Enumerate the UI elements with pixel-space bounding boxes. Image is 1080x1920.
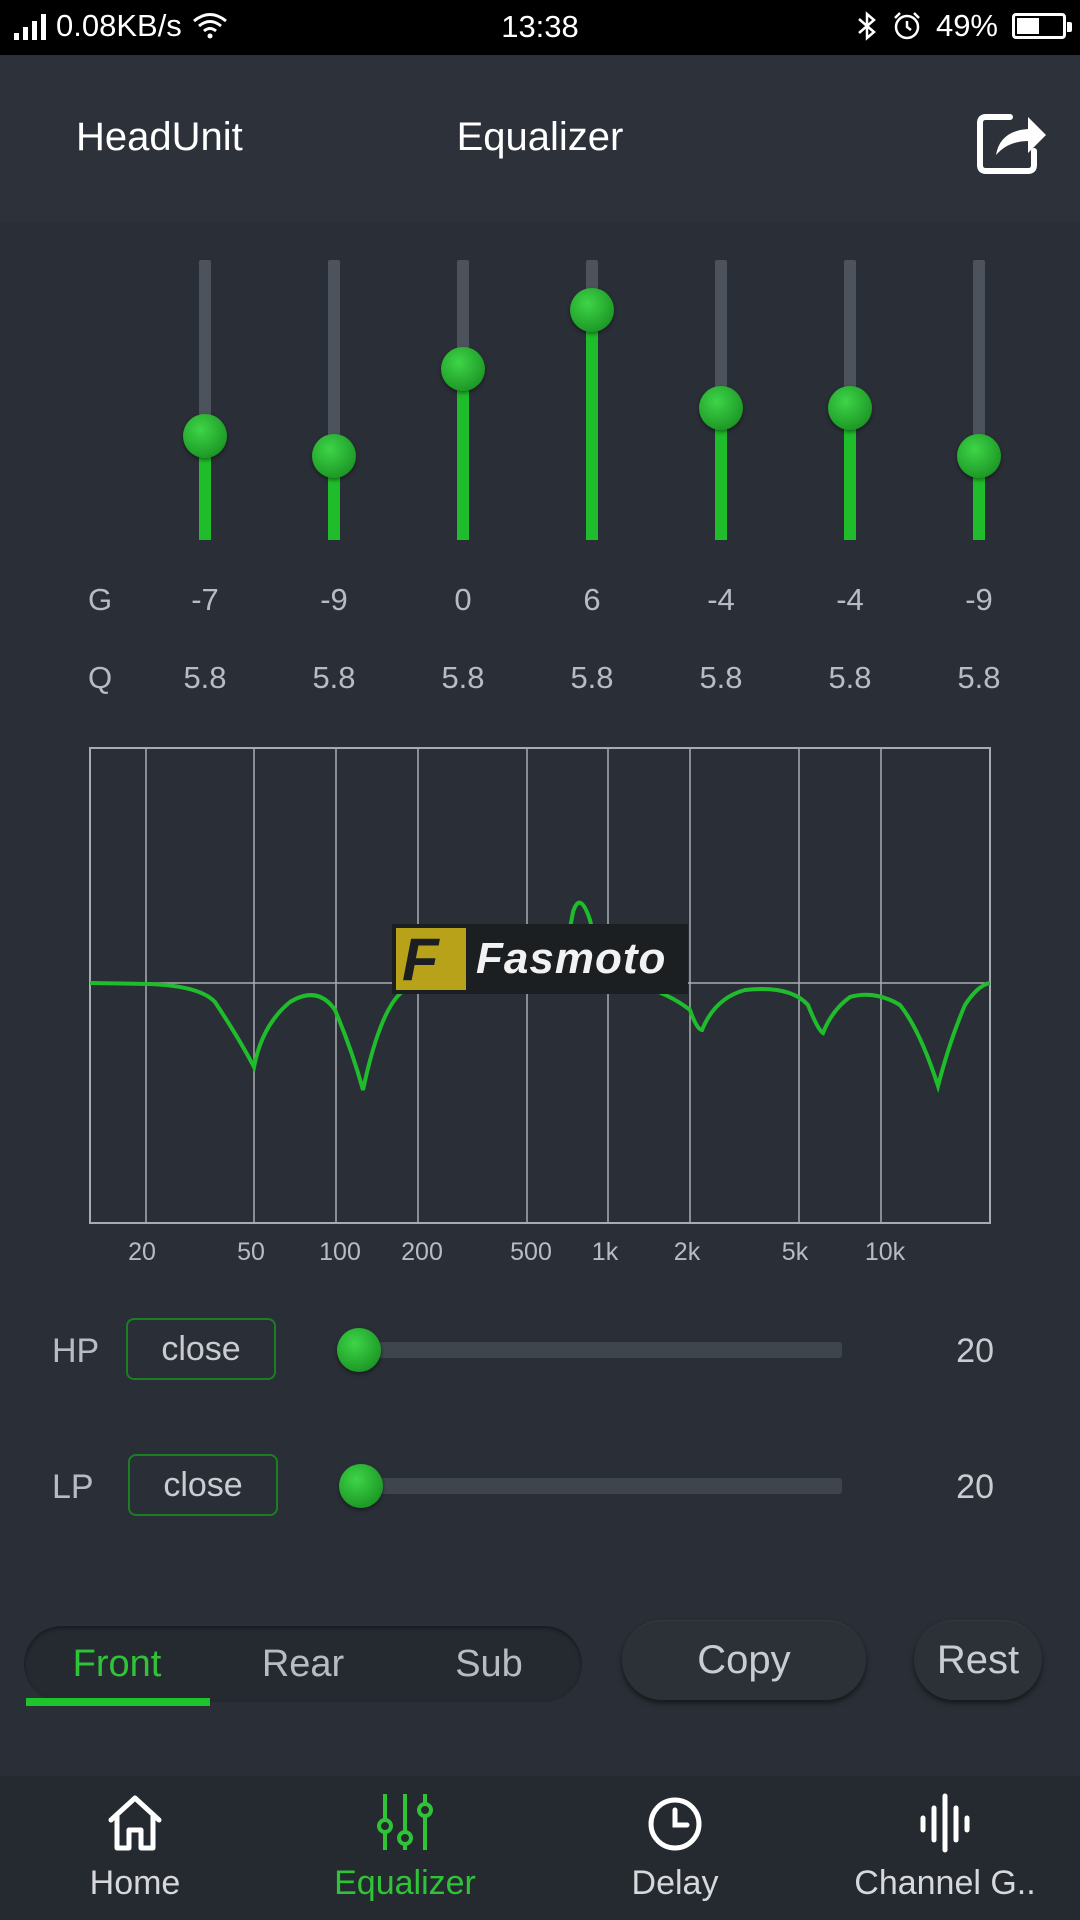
eq-bands: G Q -7 5.8 -9 5.8 0 5.8 6 5.8 -4 5.8 -4 5.8 -9 5.8 [0,222,1080,732]
band-knob[interactable] [312,434,356,478]
nav-equalizer[interactable]: Equalizer [270,1776,540,1920]
reset-button[interactable]: Rest [914,1620,1042,1700]
tab-front[interactable]: Front [72,1643,162,1685]
band-q-value: 5.8 [441,660,485,695]
eq-band-slider[interactable] [175,260,235,540]
channel-selector: Front Rear Sub [24,1626,582,1706]
logo-text: Fasmoto [476,934,667,983]
eq-band-slider[interactable] [949,260,1009,540]
device-title[interactable]: HeadUnit [76,115,243,159]
bottom-navigation: Home Equalizer Delay Channel G.. [0,1776,1080,1920]
nav-delay[interactable]: Delay [540,1776,810,1920]
band-gain-value: 0 [454,582,472,617]
status-bar: 0.08KB/s 13:38 49% [0,0,1080,55]
bluetooth-icon [858,11,876,41]
home-icon [108,1795,162,1851]
frequency-tick-label: 1k [592,1238,619,1266]
network-speed: 0.08KB/s [56,8,182,43]
frequency-tick-label: 100 [319,1238,361,1266]
hp-filter-row: HP close 20 [0,1318,1080,1388]
band-fill [844,408,856,540]
watermark-logo: F Fasmoto [392,924,688,994]
hp-label: HP [52,1332,100,1370]
band-gain-value: 6 [583,582,601,617]
copy-button[interactable]: Copy [622,1620,866,1700]
active-tab-indicator [26,1698,210,1706]
nav-delay-label: Delay [631,1864,719,1902]
eq-band-slider[interactable] [562,260,622,540]
battery-percent: 49% [935,8,998,43]
nav-equalizer-label: Equalizer [334,1864,476,1902]
band-q-value: 5.8 [570,660,614,695]
band-q-value: 5.8 [828,660,872,695]
q-row-label: Q [88,660,113,695]
band-knob[interactable] [183,414,227,459]
eq-graph: 20 50 100 200 500 1k 2k 5k 10k [0,740,1080,1280]
band-gain-value: -9 [320,582,348,617]
frequency-tick-label: 5k [782,1238,809,1266]
frequency-tick-label: 20 [128,1238,156,1266]
lp-close-button[interactable]: close [128,1454,278,1516]
band-gain-value: -4 [836,582,864,617]
page-title: Equalizer [456,115,624,159]
eq-band-slider[interactable] [433,260,493,540]
tab-sub[interactable]: Sub [455,1643,523,1685]
hp-value: 20 [956,1332,994,1370]
battery-icon [1012,13,1072,39]
frequency-tick-label: 10k [865,1238,906,1266]
band-fill [457,369,469,540]
clock-icon [648,1797,702,1851]
frequency-tick-label: 2k [674,1238,701,1266]
band-q-value: 5.8 [183,660,227,695]
hp-close-button[interactable]: close [126,1318,276,1380]
nav-home[interactable]: Home [0,1776,270,1920]
alarm-icon [894,12,920,40]
band-knob[interactable] [570,288,614,333]
lp-value: 20 [956,1468,994,1506]
band-q-value: 5.8 [312,660,356,695]
eq-band-slider[interactable] [304,260,364,540]
nav-channel-gain-label: Channel G.. [854,1864,1036,1902]
lp-filter-row: LP close 20 [0,1454,1080,1524]
wifi-icon [192,13,227,39]
band-knob[interactable] [699,386,743,431]
gain-row-label: G [88,582,113,617]
nav-home-label: Home [89,1864,181,1902]
eq-band-slider[interactable] [820,260,880,540]
signal-icon [14,12,46,40]
band-q-value: 5.8 [957,660,1001,695]
app-header: HeadUnit Equalizer [0,55,1080,222]
waveform-icon [920,1793,970,1853]
lp-slider-knob[interactable] [339,1464,383,1508]
frequency-tick-label: 200 [401,1238,443,1266]
lp-slider-track[interactable] [340,1478,842,1494]
hp-slider-knob[interactable] [337,1328,381,1372]
band-fill [586,310,598,540]
eq-band-slider[interactable] [691,260,751,540]
clock: 13:38 [501,9,579,44]
band-gain-value: -9 [965,582,993,617]
hp-slider-track[interactable] [340,1342,842,1358]
equalizer-icon [377,1794,433,1850]
nav-channel-gain[interactable]: Channel G.. [810,1776,1080,1920]
band-gain-value: -4 [707,582,735,617]
share-icon[interactable] [970,103,1050,183]
band-q-value: 5.8 [699,660,743,695]
graph-frame [89,747,991,1224]
band-knob[interactable] [957,434,1001,478]
band-knob[interactable] [828,386,872,431]
band-gain-value: -7 [191,582,219,617]
frequency-tick-label: 500 [510,1238,552,1266]
lp-label: LP [52,1468,94,1506]
tab-rear[interactable]: Rear [261,1643,345,1685]
frequency-response-chart: 20 50 100 200 500 1k 2k 5k 10k [89,747,991,1266]
band-fill [199,436,211,540]
frequency-tick-label: 50 [237,1238,265,1266]
band-knob[interactable] [441,347,485,392]
band-fill [715,408,727,540]
